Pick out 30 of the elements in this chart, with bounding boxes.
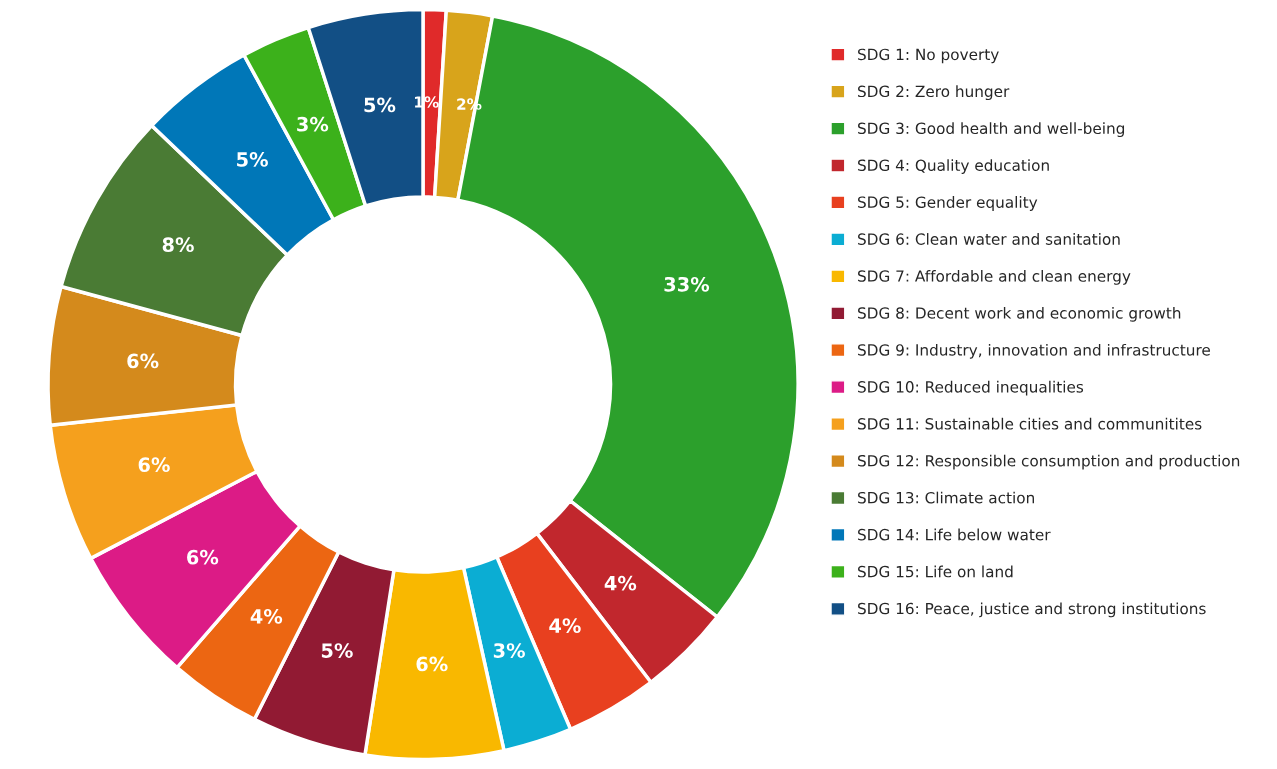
legend-label: SDG 12: Responsible consumption and production xyxy=(858,454,1240,470)
data-label: 6% xyxy=(127,353,159,369)
legend-label: SDG 5: Gender equality xyxy=(858,196,1038,211)
legend-label: SDG 8: Decent work and economic growth xyxy=(858,306,1181,322)
legend-label: SDG 1: No poverty xyxy=(858,48,999,64)
legend-label: SDG 11: Sustainable cities and communitites xyxy=(858,417,1202,430)
data-label: 4% xyxy=(250,608,283,624)
data-label: 6% xyxy=(187,549,219,565)
data-label: 3% xyxy=(493,643,525,658)
legend-label: SDG 9: Industry, innovation and infrastructure xyxy=(858,343,1210,359)
legend-label: SDG 6: Clean water and sanitation xyxy=(858,233,1120,245)
data-label: 5% xyxy=(237,152,268,167)
data-label: 6% xyxy=(138,457,170,473)
legend-label: SDG 2: Zero hunger xyxy=(858,85,1010,101)
legend-label: SDG 15: Life on land xyxy=(858,565,1013,578)
data-label: 33% xyxy=(664,276,710,292)
data-label: 4% xyxy=(549,618,581,633)
legend-label: SDG 13: Climate action xyxy=(858,491,1034,504)
legend-label: SDG 10: Reduced inequalities xyxy=(858,380,1084,396)
data-label: 8% xyxy=(162,237,194,253)
data-label: 4% xyxy=(604,575,637,591)
legend-label: SDG 7: Affordable and clean energy xyxy=(858,270,1131,285)
legend-label: SDG 4: Quality education xyxy=(858,159,1049,174)
data-label: 3% xyxy=(297,116,329,132)
legend-label: SDG 16: Peace, justice and strong institutions xyxy=(858,602,1206,618)
legend-label: SDG 14: Life below water xyxy=(858,528,1051,541)
data-label: 5% xyxy=(364,97,396,113)
legend-label: SDG 3: Good health and well-being xyxy=(858,122,1125,138)
data-label: 5% xyxy=(321,643,353,658)
data-label: 6% xyxy=(416,656,448,672)
